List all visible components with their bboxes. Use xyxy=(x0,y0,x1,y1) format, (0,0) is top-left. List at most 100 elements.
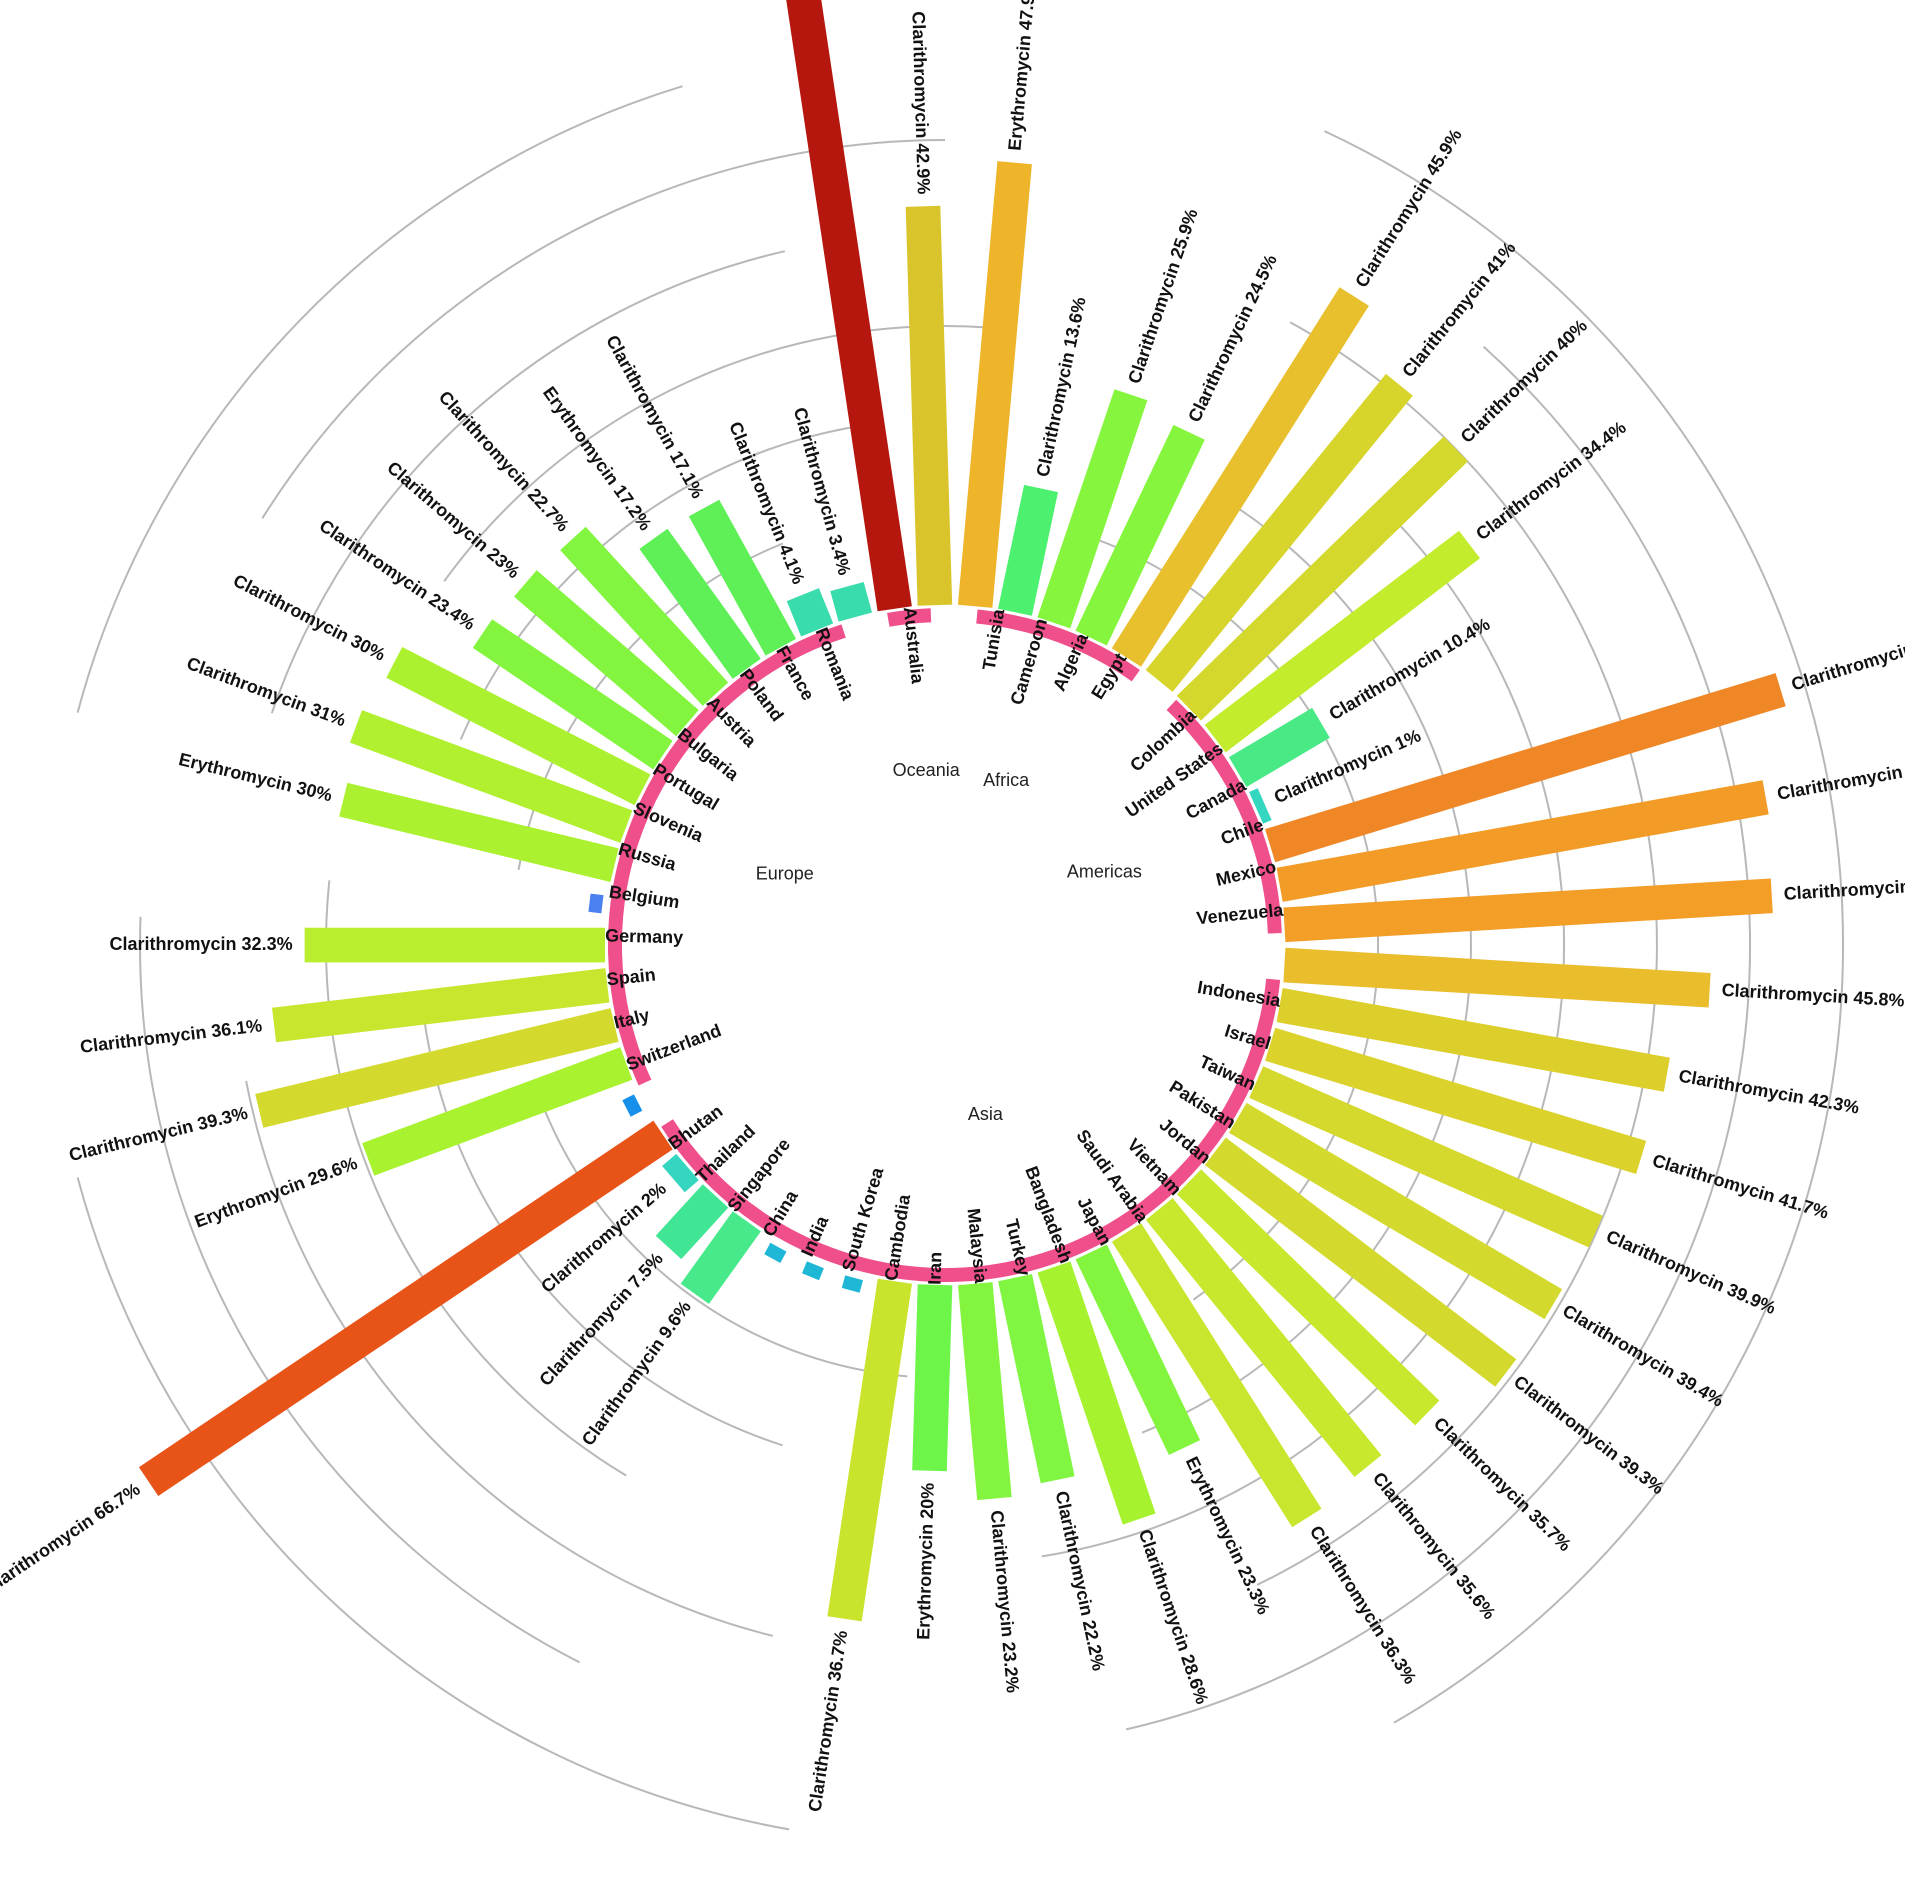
country-label: Iran xyxy=(925,1252,946,1286)
country-label: Cameroon xyxy=(1006,616,1051,707)
bar xyxy=(386,647,651,806)
grid-ring xyxy=(76,85,683,713)
grid-ring xyxy=(537,1092,908,1378)
bar-label: Clarithromycin 36.3% xyxy=(1306,1522,1421,1687)
bar xyxy=(830,582,872,622)
grid-ring xyxy=(245,1080,774,1637)
bar xyxy=(588,893,604,914)
bar xyxy=(304,927,605,963)
bar xyxy=(350,710,633,843)
bar xyxy=(1265,673,1786,863)
bar-label: Clarithromycin 39.3% xyxy=(1510,1371,1668,1498)
region-label: Africa xyxy=(983,770,1030,790)
region-arc xyxy=(608,624,846,1086)
bar xyxy=(1037,1261,1156,1525)
bar xyxy=(514,570,699,737)
bar xyxy=(802,1261,824,1281)
bar-label: Clarithromycin 22.2% xyxy=(1052,1489,1109,1672)
country-label: France xyxy=(772,642,818,703)
region-arcs xyxy=(608,608,1282,1283)
grid-ring xyxy=(1125,346,1752,1731)
region-labels: Oceania Africa Americas Asia Europe xyxy=(756,760,1142,1124)
grid-ring xyxy=(443,324,989,582)
bar-label: Erythromycin 47.9% xyxy=(1004,0,1039,151)
bar-label: Clarithromycin 39.4% xyxy=(1559,1301,1727,1411)
bar xyxy=(622,1094,643,1117)
bar-label: Clarithromycin 40% xyxy=(1457,315,1592,446)
bar xyxy=(958,1282,1012,1501)
region-label: Oceania xyxy=(893,760,961,780)
grid-ring xyxy=(270,250,786,714)
bar-label: Clarithromycin 32.3% xyxy=(110,934,293,954)
bar xyxy=(1265,1027,1647,1174)
bars xyxy=(138,0,1786,1622)
grid-ring xyxy=(139,916,580,1664)
bar-label: Clarithromycin 34.4% xyxy=(1472,417,1630,544)
bar xyxy=(272,968,610,1043)
bar xyxy=(255,1008,619,1128)
bar-label: Clarithromycin 57.4% xyxy=(1789,622,1905,695)
bar xyxy=(1204,530,1480,753)
bar xyxy=(998,484,1058,616)
bar xyxy=(841,1275,863,1293)
bar-label: Clarithromycin 41.7% xyxy=(1650,1150,1831,1223)
bar xyxy=(1145,373,1413,692)
bar-label: Clarithromycin 53.1% xyxy=(1776,752,1905,804)
bar xyxy=(1228,707,1330,787)
bar xyxy=(827,1278,912,1622)
region-label: Europe xyxy=(756,863,814,883)
bar xyxy=(1075,1244,1201,1455)
country-labels: Australia TunisiaCameroonAlgeriaEgyptColo… xyxy=(605,606,1285,1285)
bar xyxy=(957,161,1032,608)
bar-label: Clarithromycin 23.2% xyxy=(987,1510,1023,1694)
bar xyxy=(1145,1198,1382,1477)
bar xyxy=(680,1211,761,1304)
region-arc xyxy=(661,978,1281,1283)
bar-label: Clarithromycin 39.9% xyxy=(1603,1226,1779,1318)
bar-label: Clarithromycin 66.7% xyxy=(0,1479,144,1598)
bar-label: Clarithromycin 23% xyxy=(383,457,523,582)
bar xyxy=(1249,1066,1603,1248)
region-label: Americas xyxy=(1067,862,1142,882)
bar-label: Clarithromycin 41% xyxy=(1398,238,1519,381)
bar xyxy=(1111,1223,1322,1528)
bar xyxy=(1075,424,1205,646)
bar xyxy=(362,1047,633,1176)
bar-label: Erythromycin 30% xyxy=(177,749,334,805)
region-arc xyxy=(976,609,1140,682)
bar xyxy=(998,1274,1075,1484)
grid-ring xyxy=(1256,321,1658,1586)
bar xyxy=(905,205,953,606)
bar xyxy=(1176,436,1468,721)
bar-label: Clarithromycin 13.6% xyxy=(1032,295,1089,478)
bar xyxy=(1283,947,1711,1008)
bar xyxy=(1037,389,1148,629)
country-label: Romania xyxy=(812,625,859,704)
region-label: Asia xyxy=(968,1104,1004,1124)
bar-label: Clarithromycin 35.7% xyxy=(1430,1413,1575,1555)
region-arc xyxy=(887,608,932,627)
bar-label: Clarithromycin 30% xyxy=(230,570,389,665)
bar xyxy=(912,1284,953,1472)
region-arc xyxy=(1166,699,1282,934)
bar xyxy=(339,782,619,882)
country-label: South Korea xyxy=(838,1164,888,1273)
bar xyxy=(662,1153,699,1193)
bar-label: Clarithromycin 24.5% xyxy=(1184,251,1281,425)
bar-label: Erythromycin 29.6% xyxy=(192,1153,360,1232)
bar xyxy=(655,1184,729,1260)
country-label: Spain xyxy=(606,964,657,989)
bar xyxy=(1229,1102,1563,1320)
bar xyxy=(560,526,729,706)
bar-label: Clarithromycin 3.4% xyxy=(790,405,855,577)
bar xyxy=(1276,780,1769,902)
bar xyxy=(138,1120,673,1496)
bar-label: Clarithromycin 36.1% xyxy=(79,1015,263,1057)
bar xyxy=(786,588,834,637)
bar xyxy=(1249,788,1272,824)
bar xyxy=(1111,287,1369,667)
bar xyxy=(786,0,912,612)
bar-label: Clarithromycin 52.5% xyxy=(1783,873,1905,904)
grid-ring xyxy=(1324,130,1845,1724)
